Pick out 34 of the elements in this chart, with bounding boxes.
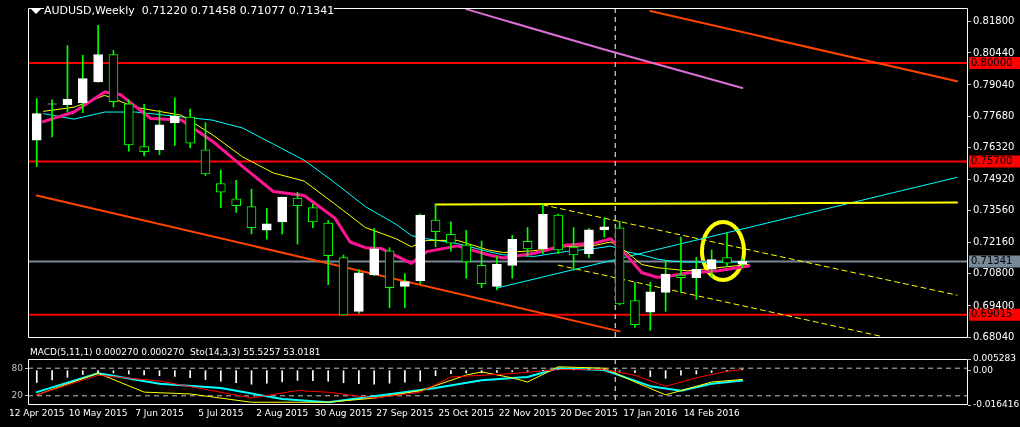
x-tick-label: 10 May 2015 xyxy=(68,407,128,418)
y-tick-label: 0.69400 xyxy=(973,299,1015,311)
ref-line-label: 0.80000 xyxy=(971,56,1013,68)
x-tick-label: 5 Jul 2015 xyxy=(198,407,244,418)
y-tick-label: 0.005283 xyxy=(973,353,1016,364)
y-tick-label: 0.76320 xyxy=(973,140,1015,152)
ref-line-label: 0.75700 xyxy=(971,155,1013,167)
x-tick-label: 22 Nov 2015 xyxy=(498,407,557,418)
y2-tick-label: 20 xyxy=(11,390,24,401)
y-tick-label: 0.79040 xyxy=(973,78,1015,90)
y-tick-label: 0.72160 xyxy=(973,236,1015,248)
x-tick-label: 25 Oct 2015 xyxy=(438,407,495,418)
x-tick-label: 30 Aug 2015 xyxy=(314,407,373,418)
ref-line-label: 0.71341 xyxy=(971,255,1013,267)
y2-tick-label: 80 xyxy=(11,362,24,373)
y-tick-label: 0.70800 xyxy=(973,267,1015,279)
x-tick-label: 7 Jun 2015 xyxy=(135,407,184,418)
x-tick-label: 27 Sep 2015 xyxy=(376,407,434,418)
y-tick-label: 0.68040 xyxy=(973,330,1015,342)
chart-title: AUDUSD,Weekly 0.71220 0.71458 0.71077 0.71341 xyxy=(44,4,335,17)
ref-line-label: 0.69015 xyxy=(971,308,1013,320)
x-tick-label: 17 Jan 2016 xyxy=(623,407,678,418)
x-tick-label: 12 Apr 2015 xyxy=(8,407,65,418)
y-tick-label: 0.00 xyxy=(973,364,994,375)
x-tick-label: 2 Aug 2015 xyxy=(256,407,309,418)
x-tick-label: 14 Feb 2016 xyxy=(683,407,740,418)
chart-title: MACD(5,11,1) 0.000270 0.000270 Sto(14,3,3) 55.5257 53.0181 xyxy=(30,347,321,357)
y-tick-label: 0.74920 xyxy=(973,173,1015,185)
y-tick-label: 0.80440 xyxy=(973,46,1015,58)
x-tick-label: 20 Dec 2015 xyxy=(560,407,618,418)
y-tick-label: 0.81800 xyxy=(973,15,1015,27)
y-tick-label: -0.016416 xyxy=(973,399,1020,410)
y-tick-label: 0.77680 xyxy=(973,109,1015,121)
y-tick-label: 0.73560 xyxy=(973,204,1015,216)
